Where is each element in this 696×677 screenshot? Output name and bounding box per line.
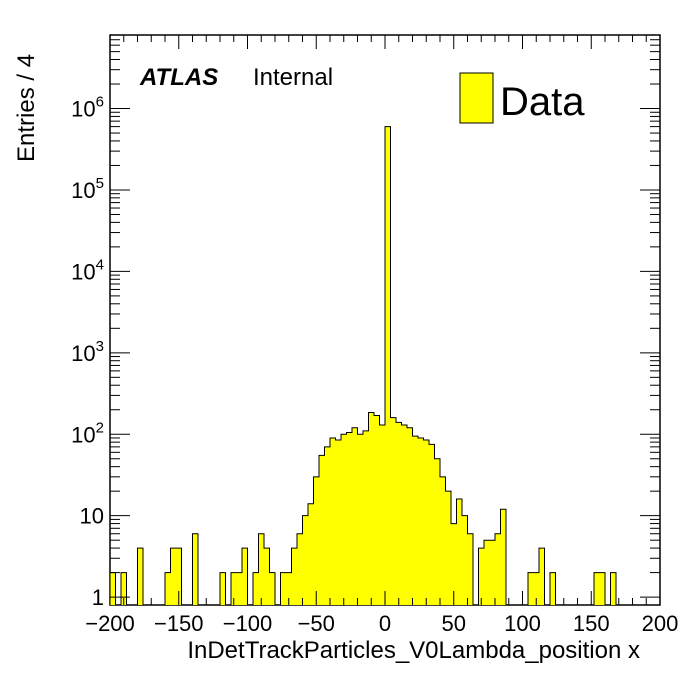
histogram-bin <box>456 499 462 605</box>
histogram-bin <box>264 548 270 605</box>
histogram-bin <box>242 548 248 605</box>
histogram-bin <box>352 427 358 605</box>
x-tick-label: −100 <box>223 611 273 636</box>
histogram-bin <box>610 572 616 605</box>
x-tick-label: 100 <box>504 611 541 636</box>
histogram-bin <box>297 533 303 605</box>
histogram-bin <box>357 434 363 605</box>
histogram-bin <box>489 540 495 605</box>
histogram-bin <box>341 434 347 605</box>
histogram-bin <box>401 424 407 605</box>
histogram-bin <box>330 437 336 605</box>
histogram-bin <box>550 572 556 605</box>
x-tick-label: −150 <box>154 611 204 636</box>
histogram-bin <box>385 126 391 605</box>
legend-swatch-data <box>459 72 494 124</box>
legend-label-data: Data <box>500 80 585 124</box>
histogram-bin <box>462 515 468 605</box>
histogram-bin <box>379 424 385 605</box>
histogram-bin <box>302 515 308 605</box>
histogram-bin <box>137 548 143 605</box>
histogram-bin <box>374 415 380 605</box>
histogram-bin <box>324 446 330 605</box>
x-tick-label: 50 <box>442 611 466 636</box>
histogram-bin <box>236 572 242 605</box>
x-tick-label: 200 <box>642 611 679 636</box>
histogram-bin <box>110 572 116 605</box>
histogram-bin <box>594 572 600 605</box>
histogram-bin <box>467 533 473 605</box>
histogram-bin <box>440 476 446 605</box>
x-axis-ticks: −200 −150 −100 −50 0 50 100 150 200 <box>85 35 678 636</box>
atlas-status-label: Internal <box>253 64 333 91</box>
histogram-bin <box>500 509 506 605</box>
histogram-bin <box>445 491 451 605</box>
histogram-bin <box>423 439 429 605</box>
histogram-bin <box>533 572 539 605</box>
histogram-bin <box>412 436 418 605</box>
y-tick-label: 106 <box>71 94 104 122</box>
histogram-bin <box>451 523 457 605</box>
histogram-bin <box>363 430 369 605</box>
y-tick-label: 102 <box>71 419 104 447</box>
x-tick-label: −50 <box>298 611 335 636</box>
histogram-bin <box>176 548 182 605</box>
histogram-bin <box>390 417 396 605</box>
histogram-bin <box>220 572 226 605</box>
histogram-bin <box>495 533 501 605</box>
histogram-bin <box>429 444 435 605</box>
y-tick-label: 105 <box>71 175 104 203</box>
x-tick-label: 0 <box>379 611 391 636</box>
histogram-bin <box>253 572 259 605</box>
histogram-bin <box>528 572 534 605</box>
histogram-bin <box>192 533 198 605</box>
histogram-bin <box>407 427 413 605</box>
histogram-bin <box>121 572 127 605</box>
histogram-bin <box>280 572 286 605</box>
histogram-bin <box>291 548 297 605</box>
y-axis-title: Entries / 4 <box>13 54 40 162</box>
histogram-bin <box>599 572 605 605</box>
y-axis-ticks: 1 10 102 103 104 105 106 <box>71 34 660 610</box>
y-tick-label: 1 <box>92 585 104 610</box>
histogram-outline <box>109 126 660 606</box>
y-tick-label: 103 <box>71 338 104 366</box>
histogram-bins <box>110 126 616 605</box>
histogram-bin <box>319 455 325 605</box>
histogram-bin <box>346 432 352 605</box>
histogram-bin <box>286 572 292 605</box>
histogram-bin <box>484 540 490 605</box>
histogram-bin <box>539 548 545 605</box>
histogram-bin <box>418 437 424 605</box>
atlas-label: ATLAS <box>139 64 218 91</box>
histogram-bin <box>269 572 275 605</box>
histogram-bin <box>335 439 341 605</box>
histogram-bin <box>170 548 176 605</box>
histogram-bin <box>165 572 171 605</box>
histogram-bin <box>313 476 319 605</box>
histogram-bin <box>368 412 374 605</box>
histogram-bin <box>231 572 237 605</box>
histogram-bin <box>308 503 314 605</box>
x-tick-label: 150 <box>573 611 610 636</box>
x-tick-label: −200 <box>85 611 135 636</box>
y-tick-label: 104 <box>71 256 104 284</box>
histogram-bin <box>478 548 484 605</box>
histogram-bin <box>396 422 402 605</box>
x-axis-title: InDetTrackParticles_V0Lambda_position x <box>187 637 640 664</box>
histogram-bin <box>258 533 264 605</box>
y-tick-label: 10 <box>80 504 104 529</box>
histogram-bin <box>434 458 440 605</box>
